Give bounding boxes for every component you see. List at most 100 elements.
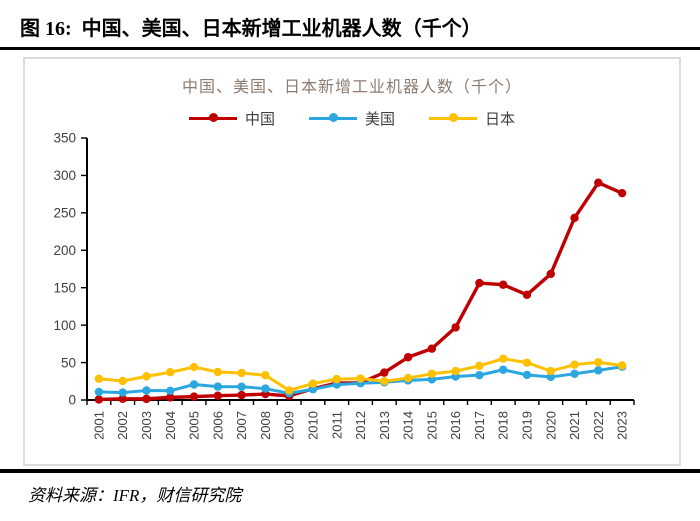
- x-tick-label: 2007: [234, 411, 249, 440]
- data-point-china: [118, 394, 127, 404]
- data-point-china: [403, 353, 413, 362]
- data-point-china: [498, 280, 508, 289]
- x-tick-label: 2021: [567, 411, 582, 440]
- data-point-china: [237, 390, 246, 400]
- data-point-usa: [546, 372, 555, 382]
- data-point-japan: [451, 366, 460, 376]
- x-tick-label: 2013: [377, 411, 392, 440]
- y-axis: 0 50 100 150 200 250 300 350: [53, 131, 88, 408]
- legend-item-china: 中国: [188, 108, 275, 129]
- data-point-china: [427, 344, 437, 353]
- data-point-japan: [166, 368, 175, 377]
- data-point-japan: [332, 374, 341, 384]
- data-point-china: [546, 269, 555, 279]
- data-point-china: [475, 278, 484, 288]
- top-divider: [0, 47, 700, 50]
- data-point-japan: [594, 358, 603, 367]
- data-point-usa: [237, 382, 246, 391]
- data-point-usa: [522, 370, 532, 380]
- data-point-china: [570, 213, 579, 223]
- legend-item-japan: 日本: [429, 108, 515, 129]
- chart-legend: 中国 美国 日本: [25, 108, 679, 128]
- y-tick-label: 300: [53, 168, 76, 183]
- data-point-china: [213, 391, 223, 400]
- x-tick-label: 2008: [258, 411, 273, 440]
- y-tick-label: 150: [53, 280, 76, 295]
- data-point-usa: [142, 386, 151, 395]
- data-point-usa: [261, 384, 270, 393]
- figure-header: 图 16: 中国、美国、日本新增工业机器人数（千个）: [0, 0, 700, 47]
- data-point-japan: [617, 361, 627, 370]
- source-note: 资料来源：IFR，财信研究院: [28, 486, 242, 505]
- data-point-japan: [427, 369, 437, 378]
- figure-title-text: 中国、美国、日本新增工业机器人数（千个）: [81, 18, 482, 40]
- x-tick-label: 2018: [496, 411, 511, 440]
- x-tick-label: 2020: [543, 411, 558, 440]
- data-point-china: [94, 395, 104, 404]
- x-tick-label: 2004: [163, 411, 178, 440]
- y-tick-label: 100: [53, 318, 76, 333]
- legend-line-dot-icon: [308, 113, 357, 123]
- data-point-japan: [570, 360, 579, 369]
- data-point-usa: [118, 388, 127, 397]
- x-tick-label: 2012: [353, 411, 368, 440]
- x-axis: 2001 2002 2003 2004 2005 2006 2007 2008 2009 2010…: [86, 399, 635, 440]
- y-tick-label: 200: [53, 243, 76, 258]
- y-tick-label: 250: [53, 206, 76, 221]
- x-tick-label: 2014: [401, 411, 416, 440]
- x-tick-label: 2005: [187, 411, 202, 440]
- data-point-china: [451, 323, 460, 332]
- data-point-china: [617, 188, 627, 198]
- data-point-japan: [356, 374, 365, 383]
- x-tick-label: 2002: [115, 411, 130, 440]
- data-point-japan: [546, 366, 555, 376]
- legend-line-dot-icon: [429, 113, 477, 123]
- data-point-japan: [118, 376, 127, 386]
- figure-label: 图 16:: [20, 18, 72, 40]
- data-point-china: [189, 392, 199, 401]
- data-point-japan: [261, 371, 270, 380]
- data-point-china: [142, 394, 151, 404]
- x-tick-label: 2003: [139, 411, 154, 440]
- x-tick-label: 2001: [91, 411, 106, 440]
- data-point-japan: [142, 372, 151, 381]
- legend-label: 日本: [485, 110, 516, 128]
- data-point-japan: [284, 386, 294, 395]
- data-point-japan: [498, 354, 508, 363]
- x-tick-label: 2011: [329, 411, 344, 439]
- x-tick-label: 2006: [210, 411, 225, 440]
- y-tick-label: 350: [53, 131, 76, 146]
- x-tick-label: 2010: [305, 411, 320, 440]
- data-point-usa: [189, 380, 199, 389]
- data-point-japan: [213, 367, 223, 377]
- x-tick-label: 2019: [520, 411, 535, 440]
- data-point-japan: [403, 373, 413, 383]
- figure-title: 图 16: 中国、美国、日本新增工业机器人数（千个）: [20, 12, 482, 41]
- data-point-china: [522, 290, 532, 300]
- series-japan: [94, 354, 627, 395]
- x-tick-label: 2017: [472, 411, 487, 440]
- data-point-japan: [189, 362, 199, 372]
- data-point-usa: [94, 387, 104, 397]
- data-point-usa: [213, 382, 223, 391]
- legend-label: 中国: [244, 110, 275, 128]
- y-tick-label: 0: [68, 393, 76, 408]
- legend-item-usa: 美国: [308, 108, 395, 129]
- x-tick-label: 2015: [424, 411, 439, 440]
- x-tick-label: 2009: [282, 411, 297, 440]
- data-point-japan: [237, 368, 246, 378]
- data-point-usa: [498, 365, 508, 374]
- y-tick-label: 50: [61, 355, 76, 370]
- data-point-china: [594, 178, 603, 187]
- bottom-divider: [0, 469, 700, 473]
- data-point-usa: [594, 366, 603, 375]
- data-point-japan: [475, 361, 484, 371]
- x-tick-label: 2023: [615, 411, 630, 440]
- chart-panel: 中国、美国、日本新增工业机器人数（千个） 中国 美国 日本 0 50 100 150 200…: [23, 57, 681, 466]
- legend-line-dot-icon: [188, 113, 237, 123]
- data-point-usa: [570, 369, 579, 378]
- data-point-japan: [308, 379, 318, 388]
- data-point-china: [380, 368, 389, 377]
- x-tick-label: 2022: [591, 411, 606, 440]
